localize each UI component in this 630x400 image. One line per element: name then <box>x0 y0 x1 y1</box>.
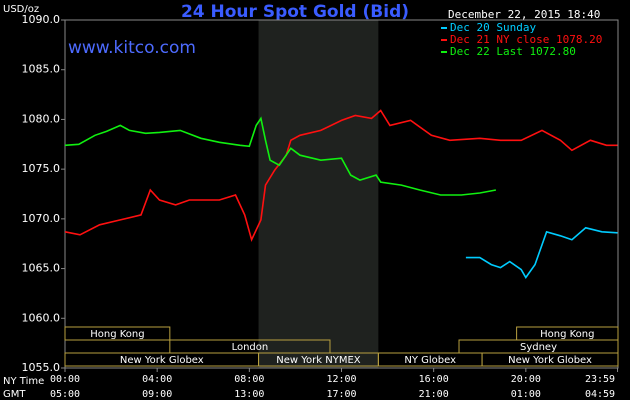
legend-label: Dec 20 Sunday <box>450 21 536 34</box>
session-label: New York Globex <box>120 355 204 366</box>
x-tick-label: 04:00 <box>142 374 172 385</box>
y-tick-label: 1070.0 <box>22 212 61 225</box>
y-tick-label: 1065.0 <box>22 262 61 275</box>
y-tick-label: 1090.0 <box>22 13 61 26</box>
session-label: London <box>232 342 269 353</box>
y-tick-label: 1060.0 <box>22 311 61 324</box>
x2-tick-label: 09:00 <box>142 389 172 400</box>
x2-tick-label: 21:00 <box>419 389 449 400</box>
legend-label: Dec 22 Last 1072.80 <box>450 45 576 58</box>
x2-tick-label: 17:00 <box>326 389 356 400</box>
x-tick-label: 20:00 <box>511 374 541 385</box>
session-label: New York NYMEX <box>276 355 361 366</box>
session-highlight <box>258 20 379 368</box>
price-line <box>64 116 497 196</box>
x-axis-label: NY Time <box>3 376 44 387</box>
chart-subtitle: December 22, 2015 18:40 <box>448 8 600 21</box>
x2-tick-label: 04:59 <box>585 389 615 400</box>
y-axis-label: USD/oz <box>3 4 39 15</box>
price-line <box>465 226 618 279</box>
session-bar <box>64 326 171 341</box>
watermark: www.kitco.com <box>68 38 196 58</box>
session-label: Hong Kong <box>90 329 144 340</box>
y-tick-label: 1055.0 <box>22 361 61 374</box>
x-tick-label: 16:00 <box>419 374 449 385</box>
price-line <box>64 109 618 242</box>
x-tick-label: 08:00 <box>234 374 264 385</box>
session-label: Sydney <box>520 342 557 353</box>
y-tick-label: 1080.0 <box>22 112 61 125</box>
x-tick-label: 23:59 <box>585 374 615 385</box>
session-label: New York Globex <box>508 355 592 366</box>
x2-tick-label: 01:00 <box>511 389 541 400</box>
x2-tick-label: 13:00 <box>234 389 264 400</box>
session-label: Hong Kong <box>540 329 594 340</box>
x-tick-label: 00:00 <box>50 374 80 385</box>
y-tick-label: 1085.0 <box>22 63 61 76</box>
x-tick-label: 12:00 <box>326 374 356 385</box>
session-bar <box>481 352 619 367</box>
x2-axis-label: GMT <box>3 389 26 400</box>
legend-label: Dec 21 NY close 1078.20 <box>450 33 602 46</box>
chart-title: 24 Hour Spot Gold (Bid) <box>181 2 409 22</box>
session-label: NY Globex <box>404 355 456 366</box>
y-tick-label: 1075.0 <box>22 162 61 175</box>
x2-tick-label: 05:00 <box>50 389 80 400</box>
